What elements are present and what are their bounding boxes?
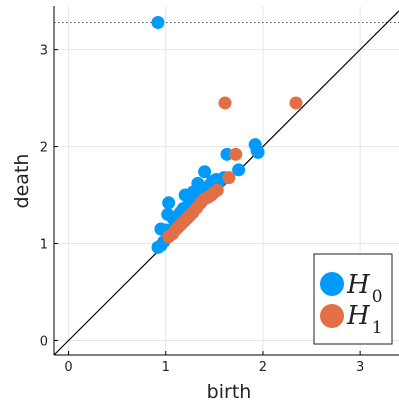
y-tick-label-1: 1 [40, 238, 48, 253]
axes [53, 6, 399, 356]
x-tick-label-0: 0 [64, 360, 72, 375]
point-h1-19 [210, 183, 224, 197]
legend-marker-h1 [320, 304, 344, 328]
legend-marker-h0 [320, 272, 344, 296]
point-h0-22 [198, 165, 212, 179]
grid [54, 6, 399, 355]
x-tick-label-1: 1 [162, 360, 170, 375]
x-tick-label-3: 3 [356, 360, 364, 375]
y-tick-label-3: 3 [40, 44, 48, 59]
x-axis-label: birth [207, 381, 252, 403]
legend-box [313, 253, 393, 345]
y-axis-label: death [11, 154, 33, 209]
point-h1-1 [289, 96, 303, 110]
tick-labels: 0 1 2 3 0 1 2 3 [40, 44, 365, 375]
data-points [151, 15, 303, 254]
point-h0-0 [151, 15, 165, 29]
y-tick-label-0: 0 [40, 334, 48, 349]
x-tick-label-2: 2 [259, 360, 267, 375]
point-h0-31 [232, 163, 246, 177]
y-tick-label-2: 2 [40, 141, 48, 156]
point-h0-34 [251, 145, 265, 159]
point-h1-2 [229, 147, 243, 161]
point-h1-0 [218, 96, 232, 110]
point-h1-3 [222, 171, 236, 185]
point-h0-7 [162, 196, 176, 210]
